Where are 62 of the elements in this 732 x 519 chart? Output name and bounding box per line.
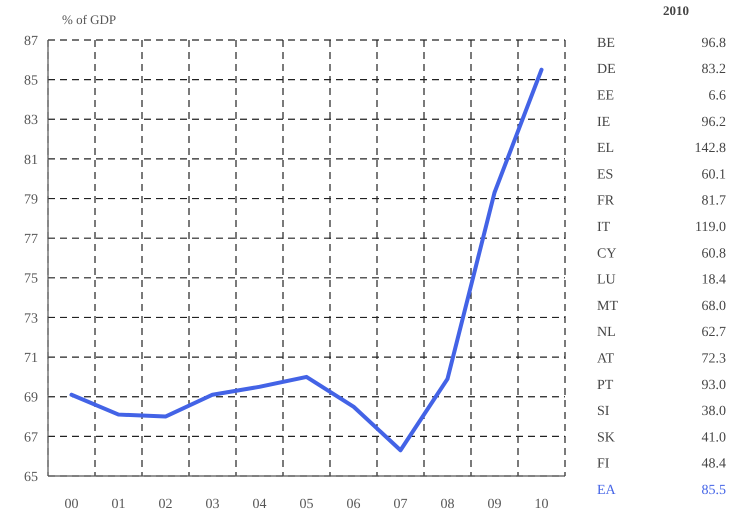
category-label: MT xyxy=(597,298,618,314)
y-axis-title: % of GDP xyxy=(62,12,116,27)
text: 2010 xyxy=(663,3,689,18)
category-label: IT xyxy=(597,220,611,235)
x-tick-label: 09 xyxy=(488,497,502,512)
x-tick-label: 04 xyxy=(252,497,266,512)
text: 72.3 xyxy=(702,352,726,366)
category-label: NL xyxy=(597,325,616,340)
text: 41.0 xyxy=(702,430,726,446)
y-tick-label: 69 xyxy=(24,390,38,406)
category-label: BE xyxy=(597,36,615,51)
y-tick-label: 73 xyxy=(24,311,38,326)
category-label: CY xyxy=(597,246,616,262)
y-tick-label: 83 xyxy=(24,113,38,128)
y-tick-label: 67 xyxy=(24,430,38,446)
category-label: ES xyxy=(597,167,614,182)
text: 96.8 xyxy=(702,36,726,51)
x-tick-label: 05 xyxy=(300,497,314,512)
text: 83.2 xyxy=(702,62,726,78)
x-tick-label: 06 xyxy=(346,497,360,512)
category-label: DE xyxy=(597,62,616,78)
line-series xyxy=(70,68,544,452)
text: 6.6 xyxy=(708,88,726,104)
y-tick-label: 79 xyxy=(24,192,38,208)
text: 81.7 xyxy=(702,194,726,209)
category-label: FR xyxy=(597,194,615,209)
category-label: EE xyxy=(597,88,614,104)
text: 142.8 xyxy=(694,141,726,156)
category-label: SI xyxy=(597,404,610,420)
x-tick-label: 02 xyxy=(158,497,172,512)
text: 93.0 xyxy=(702,378,726,393)
y-tick-label: 85 xyxy=(24,74,38,89)
category-label: EA xyxy=(597,483,617,498)
category-label: AT xyxy=(597,352,615,366)
category-label: FI xyxy=(597,456,610,472)
y-tick-label: 75 xyxy=(24,272,38,287)
x-tick-label: 00 xyxy=(64,497,78,512)
x-tick-label: 03 xyxy=(206,497,220,512)
category-label: IE xyxy=(597,114,610,130)
x-tick-label: 10 xyxy=(534,497,548,512)
category-label: PT xyxy=(597,378,614,393)
y-tick-label: 65 xyxy=(24,470,38,485)
text: 48.4 xyxy=(702,456,726,472)
x-tick-label: 01 xyxy=(112,497,126,512)
text: 62.7 xyxy=(702,325,726,340)
text: 18.4 xyxy=(702,272,726,288)
y-tick-label: 71 xyxy=(24,350,38,366)
y-tick-label: 87 xyxy=(24,34,38,49)
text: 60.1 xyxy=(702,167,726,182)
category-label: EL xyxy=(597,141,614,156)
category-label: SK xyxy=(597,430,615,446)
y-tick-label: 77 xyxy=(24,232,38,248)
y-tick-label: 81 xyxy=(24,152,38,168)
text: 85.5 xyxy=(702,483,726,498)
text: 68.0 xyxy=(702,298,726,314)
text: 38.0 xyxy=(702,404,726,420)
text: 96.2 xyxy=(702,114,726,130)
text: 119.0 xyxy=(695,220,726,235)
category-label: LU xyxy=(597,272,616,288)
x-tick-label: 08 xyxy=(440,497,454,512)
x-tick-label: 07 xyxy=(394,497,408,512)
text: 60.8 xyxy=(702,246,726,262)
